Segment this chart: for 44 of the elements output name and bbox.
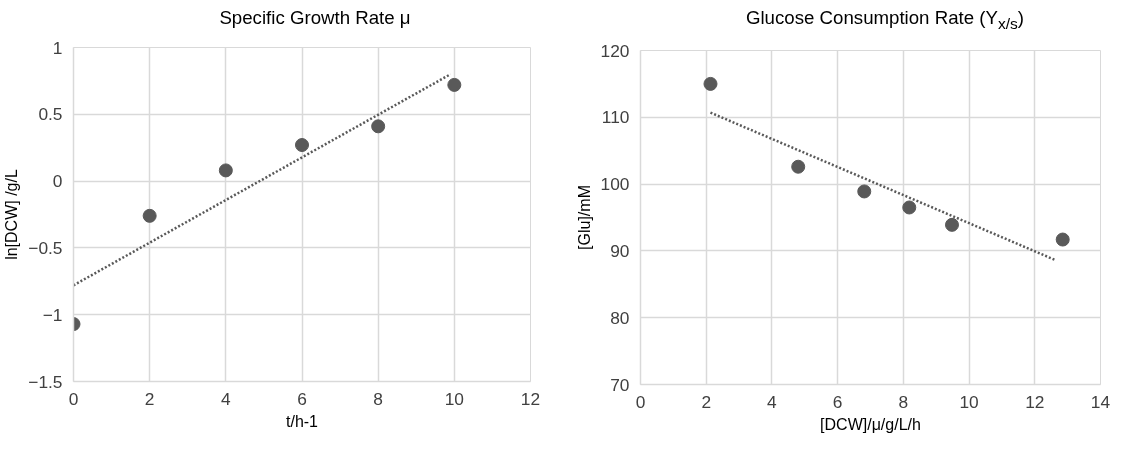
y-tick-label: 0.5 [38, 103, 63, 124]
x-tick-label: 6 [297, 388, 307, 409]
point [902, 200, 917, 215]
y-tick-label: −1 [42, 304, 63, 325]
x-tick-label: 0 [635, 391, 646, 412]
y-tick-label: 90 [610, 240, 630, 261]
y-tick-label: 1 [52, 37, 63, 58]
x-tick-label: 8 [373, 388, 383, 409]
y-tick-label: 110 [601, 107, 630, 128]
y-tick-label: −1.5 [28, 371, 63, 392]
point [857, 184, 872, 199]
x-tick-label: 4 [767, 391, 778, 412]
y-axis-title: ln[DCW] /g/L [3, 168, 21, 260]
x-tick-label: 0 [68, 388, 79, 409]
x-tick-label: 4 [221, 388, 232, 409]
y-tick-label: 120 [600, 40, 630, 61]
point [703, 76, 718, 91]
point [447, 77, 462, 92]
x-tick-label: 10 [444, 388, 464, 409]
x-tick-label: 10 [959, 391, 979, 412]
x-tick-label: 2 [144, 388, 155, 409]
x-tick-label: 12 [1025, 391, 1045, 412]
y-tick-label: 80 [610, 307, 630, 328]
point [371, 119, 386, 133]
y-axis-title: [Glu]/mM [575, 185, 593, 250]
x-axis-title: [DCW]/μ/g/L/h [820, 415, 921, 433]
y-tick-label: −0.5 [28, 237, 63, 258]
y-tick-label: 70 [610, 374, 630, 395]
x-axis-title: t/h-1 [285, 412, 319, 430]
chart-title: Specific Growth Rate μ [219, 6, 411, 30]
x-tick-label: 2 [701, 391, 712, 412]
point [218, 163, 233, 178]
point [944, 217, 959, 232]
x-tick-label: 12 [520, 388, 541, 409]
x-tick-label: 6 [832, 391, 843, 412]
x-tick-label: 8 [898, 391, 909, 412]
y-tick-label: 0 [52, 170, 63, 191]
chart-title: Glucose Consumption Rate (Y$_{x/s}$) [745, 6, 1025, 34]
x-tick-label: 14 [1090, 391, 1111, 412]
point [791, 159, 806, 174]
point [142, 208, 157, 223]
point [1055, 232, 1070, 247]
y-tick-label: 100 [600, 174, 630, 195]
point [295, 137, 309, 152]
